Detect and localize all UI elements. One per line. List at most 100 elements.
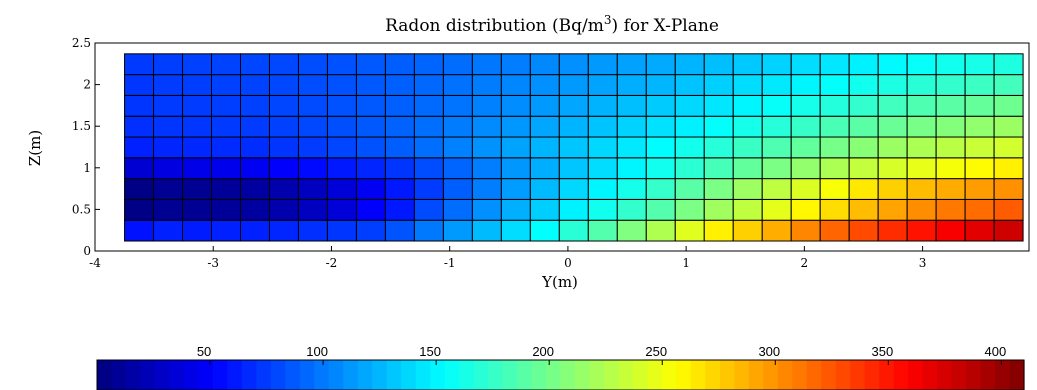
heatmap-cell [703, 136, 734, 159]
heatmap-cell [848, 178, 879, 200]
heatmap-cell [558, 219, 589, 242]
colorbar-segment [212, 360, 228, 390]
x-tick-label: 0 [564, 256, 572, 270]
heatmap-cell [848, 198, 879, 221]
heatmap-cell [529, 198, 560, 221]
colorbar [96, 359, 1025, 390]
y-tick-label: 0.5 [72, 202, 91, 216]
heatmap-cell [993, 115, 1024, 138]
heatmap-cell [790, 157, 821, 180]
colorbar-tick-label: 300 [758, 344, 780, 359]
heatmap-cell [993, 198, 1024, 221]
heatmap-cell [326, 53, 357, 76]
heatmap-cell [124, 178, 155, 200]
heatmap-cell [182, 157, 213, 180]
colorbar-segment [517, 360, 533, 390]
colorbar-tick-label: 100 [306, 344, 328, 359]
heatmap-cell [182, 74, 213, 96]
heatmap-cell [558, 198, 589, 221]
heatmap-cell [819, 53, 850, 76]
heatmap-cell [616, 178, 647, 200]
heatmap-cell [848, 74, 879, 96]
x-tick-label: 1 [682, 256, 690, 270]
heatmap-cell [297, 53, 328, 76]
heatmap-cells [124, 53, 1024, 242]
chart-title-superscript: 3 [604, 13, 612, 27]
heatmap-cell [529, 53, 560, 76]
colorbar-segment [386, 360, 402, 390]
heatmap-cell [674, 157, 705, 180]
heatmap-cell [355, 198, 386, 221]
heatmap-cell [471, 115, 502, 138]
colorbar-segment [719, 360, 735, 390]
heatmap-cell [616, 94, 647, 117]
heatmap-cell [153, 157, 184, 180]
colorbar-segment [734, 360, 750, 390]
heatmap-cell [500, 178, 531, 200]
heatmap-cell [500, 74, 531, 96]
heatmap-cell [153, 94, 184, 117]
heatmap-cell [384, 178, 415, 200]
heatmap-cell [268, 53, 299, 76]
heatmap-cell [819, 115, 850, 138]
colorbar-segment [777, 360, 793, 390]
heatmap-cell [153, 136, 184, 159]
heatmap-cell [674, 219, 705, 242]
heatmap-cell [413, 53, 444, 76]
y-tick-label: 1.5 [72, 119, 91, 133]
heatmap-cell [616, 115, 647, 138]
heatmap-cell [877, 115, 908, 138]
heatmap-cell [964, 178, 995, 200]
heatmap-cell [384, 74, 415, 96]
colorbar-segment [169, 360, 185, 390]
heatmap-cell [993, 53, 1024, 76]
heatmap-cell [355, 219, 386, 242]
heatmap-cell [587, 94, 618, 117]
colorbar-segment [357, 360, 373, 390]
heatmap-cell [384, 115, 415, 138]
heatmap-cell [239, 178, 270, 200]
heatmap-cell [964, 157, 995, 180]
heatmap-cell [645, 219, 676, 242]
heatmap-cell [442, 178, 473, 200]
heatmap-cell [124, 94, 155, 117]
heatmap-cell [790, 115, 821, 138]
heatmap-cell [326, 136, 357, 159]
colorbar-segment [1009, 360, 1025, 390]
colorbar-segment [459, 360, 475, 390]
heatmap-cell [790, 53, 821, 76]
heatmap-cell [935, 53, 966, 76]
heatmap-cell [471, 219, 502, 242]
heatmap-cell [442, 74, 473, 96]
colorbar-segment [690, 360, 706, 390]
heatmap-cell [124, 74, 155, 96]
colorbar-segment [241, 360, 257, 390]
heatmap-cell [819, 198, 850, 221]
heatmap-cell [529, 136, 560, 159]
heatmap-cell [587, 178, 618, 200]
heatmap-cell [558, 53, 589, 76]
heatmap-cell [297, 136, 328, 159]
heatmap-cell [153, 53, 184, 76]
heatmap-cell [529, 74, 560, 96]
heatmap-cell [297, 74, 328, 96]
heatmap-cell [819, 74, 850, 96]
heatmap-cell [645, 136, 676, 159]
heatmap-cell [935, 198, 966, 221]
heatmap-cell [471, 136, 502, 159]
heatmap-cell [471, 74, 502, 96]
heatmap-cell [616, 157, 647, 180]
heatmap-cell [384, 53, 415, 76]
heatmap-cell [790, 136, 821, 159]
heatmap-cell [124, 115, 155, 138]
colorbar-segment [270, 360, 286, 390]
y-tick-label: 1 [83, 161, 91, 175]
heatmap-cell [587, 74, 618, 96]
colorbar-segment [574, 360, 591, 390]
heatmap-cell [761, 115, 792, 138]
heatmap-cell [442, 94, 473, 117]
heatmap-cell [297, 198, 328, 221]
heatmap-cell [153, 198, 184, 221]
heatmap-cell [848, 136, 879, 159]
heatmap-cell [413, 136, 444, 159]
